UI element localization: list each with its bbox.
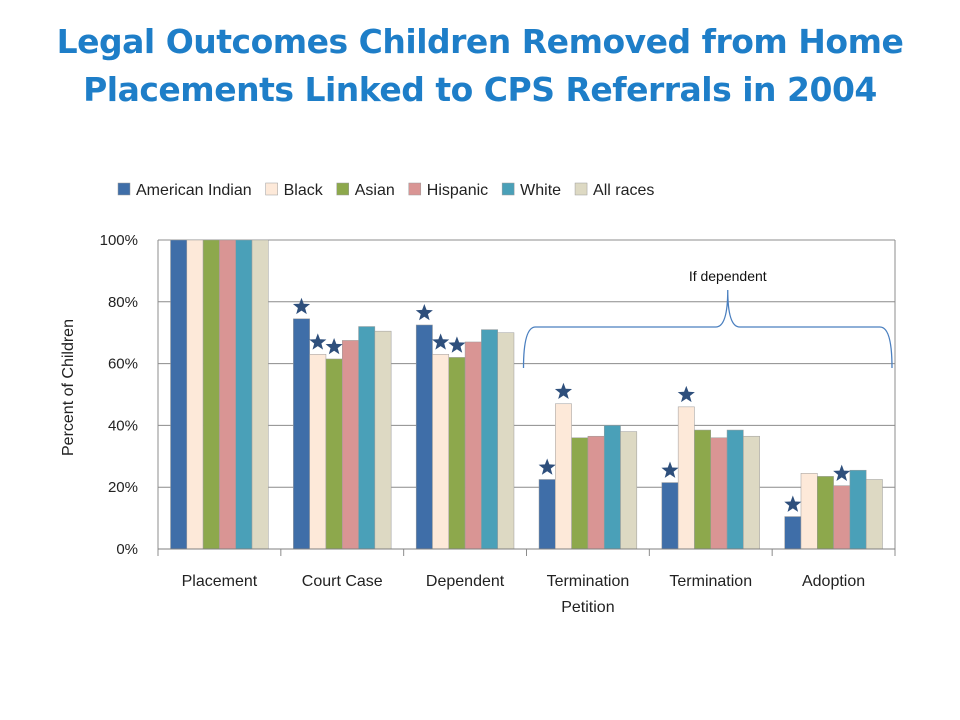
y-axis-title: Percent of Children	[60, 319, 77, 456]
bar-1-5	[800, 473, 818, 550]
significance-star-icon	[292, 297, 311, 315]
legend-swatch	[574, 182, 588, 196]
x-category-label: Placement	[182, 573, 258, 590]
legend-item-label: Hispanic	[427, 182, 488, 199]
y-tick-label: 100%	[100, 232, 138, 249]
significance-star-icon	[554, 382, 573, 400]
legend-item-label: White	[520, 182, 561, 199]
bar-4-1	[358, 326, 376, 550]
bar-4-4	[726, 429, 744, 550]
bar-2-3	[571, 437, 589, 550]
bar-5-3	[620, 431, 638, 550]
bar-4-0	[235, 239, 253, 550]
bar-1-0	[186, 239, 204, 550]
x-category-label: Termination	[669, 573, 752, 590]
significance-star-icon	[661, 461, 679, 478]
significance-star-icon	[448, 336, 466, 353]
bar-2-0	[202, 239, 220, 550]
bar-0-1	[293, 318, 310, 550]
y-tick-label: 40%	[108, 417, 138, 434]
bar-5-5	[865, 479, 883, 550]
if-dependent-annotation: If dependent	[689, 268, 767, 284]
bar-3-3	[587, 435, 605, 550]
legend-swatch	[117, 182, 131, 196]
bar-3-4	[710, 437, 728, 550]
significance-star-icon	[538, 458, 556, 475]
bar-4-3	[603, 425, 621, 550]
bar-0-0	[170, 239, 188, 550]
significance-star-icon	[833, 464, 851, 481]
significance-star-icon	[325, 337, 343, 355]
significance-star-icon	[784, 495, 802, 512]
bar-5-1	[374, 330, 392, 550]
bar-1-1	[309, 354, 327, 550]
legend-swatch	[336, 182, 349, 196]
legend-swatch	[265, 182, 278, 196]
legend-item-label: Asian	[355, 182, 395, 199]
bar-4-5	[849, 469, 867, 550]
bar-2-1	[325, 358, 343, 550]
bar-0-5	[784, 516, 802, 550]
bar-5-4	[743, 435, 760, 550]
x-category-label: Adoption	[802, 573, 865, 590]
y-tick-label: 0%	[116, 541, 138, 558]
significance-star-icon	[415, 303, 433, 321]
bar-0-4	[661, 482, 679, 550]
bar-3-5	[833, 485, 851, 550]
significance-star-icon	[432, 333, 450, 350]
bar-2-5	[817, 476, 834, 550]
bar-0-3	[538, 479, 556, 550]
legend-swatch	[408, 182, 422, 196]
bar-0-2	[415, 324, 433, 550]
bar-2-2	[448, 357, 466, 550]
bar-2-4	[694, 429, 712, 550]
x-category-label: Dependent	[426, 573, 505, 590]
y-tick-label: 80%	[108, 294, 138, 311]
legend-swatch	[501, 182, 515, 196]
bar-3-1	[342, 340, 359, 550]
bar-3-0	[219, 239, 236, 550]
x-category-label: Termination	[547, 573, 630, 590]
x-category-label: Court Case	[302, 573, 383, 590]
bar-5-2	[497, 332, 515, 550]
bar-3-2	[464, 341, 482, 550]
legend-item-label: Black	[284, 182, 324, 199]
legend-item-label: American Indian	[136, 182, 252, 199]
bar-1-3	[555, 403, 572, 550]
chart-title: Legal Outcomes Children Removed from Hom…	[0, 18, 960, 114]
bar-1-4	[677, 406, 695, 550]
bar-5-0	[251, 239, 269, 550]
chart-title-line-1: Legal Outcomes Children Removed from Hom…	[56, 22, 904, 61]
y-tick-label: 20%	[108, 479, 138, 496]
bar-4-2	[481, 329, 498, 550]
chart-title-line-2: Placements Linked to CPS Referrals in 20…	[83, 70, 877, 109]
legend-item-label: All races	[593, 182, 654, 199]
x-category-label: Petition	[561, 599, 614, 616]
significance-star-icon	[677, 385, 695, 403]
y-tick-label: 60%	[108, 356, 138, 373]
bar-1-2	[432, 354, 450, 550]
if-dependent-brace	[522, 289, 893, 369]
significance-star-icon	[309, 333, 327, 350]
